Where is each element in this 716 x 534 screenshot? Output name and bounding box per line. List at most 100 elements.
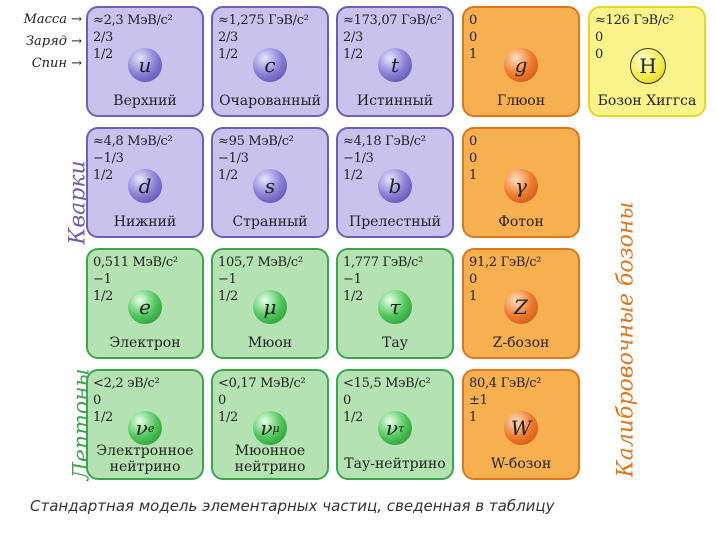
particle-symbol: u xyxy=(138,53,152,77)
particle-mass: ≈173,07 ГэВ/c² xyxy=(343,13,442,28)
particle-spin: 1/2 xyxy=(218,410,239,425)
particle-mass: 105,7 МэВ/c² xyxy=(218,255,303,270)
particle-name: Бозон Хиггса xyxy=(597,93,697,109)
particle-symbol: μ xyxy=(263,295,277,319)
particle-properties: ≈4,18 ГэВ/c² −1/3 1/2 xyxy=(343,133,426,184)
particle-spin: 1 xyxy=(469,168,477,183)
particle-symbol-ball: H xyxy=(630,48,666,84)
particle-cell: 91,2 ГэВ/c² 0 1 Z Z-бозон xyxy=(462,248,580,359)
particle-spin: 0 xyxy=(595,47,603,62)
particle-properties: ≈1,275 ГэВ/c² 2/3 1/2 xyxy=(218,12,309,63)
particle-spin: 1 xyxy=(469,289,477,304)
particle-properties: 91,2 ГэВ/c² 0 1 xyxy=(469,254,541,305)
particle-mass: 0,511 МэВ/c² xyxy=(93,255,178,270)
particle-symbol-ball: γ xyxy=(504,169,538,203)
particle-spin: 1/2 xyxy=(218,289,239,304)
particle-symbol-ball: d xyxy=(128,169,162,203)
particle-symbol-ball: g xyxy=(504,48,538,82)
particle-name: Прелестный xyxy=(348,214,442,230)
particle-name: Мюонное нейтрино xyxy=(234,443,306,475)
particle-cell: ≈2,3 МэВ/c² 2/3 1/2 u Верхний xyxy=(86,6,204,117)
particle-symbol-ball: Z xyxy=(504,290,538,324)
particle-mass: 1,777 ГэВ/c² xyxy=(343,255,424,270)
particle-cell: 0 0 1 γ Фотон xyxy=(462,127,580,238)
particle-symbol-ball: μ xyxy=(253,290,287,324)
particle-name: Странный xyxy=(232,214,308,230)
particle-charge: −1/3 xyxy=(218,151,249,166)
particle-mass: <0,17 МэВ/c² xyxy=(218,376,306,391)
particle-mass: 91,2 ГэВ/c² xyxy=(469,255,542,270)
particle-symbol-subscript: μ xyxy=(272,421,280,435)
particle-cell: 0,511 МэВ/c² −1 1/2 e Электрон xyxy=(86,248,204,359)
particle-symbol-ball: τ xyxy=(378,290,412,324)
particle-symbol-subscript: e xyxy=(147,421,155,435)
particle-name: Электронное нейтрино xyxy=(96,443,194,475)
particle-cell: ≈1,275 ГэВ/c² 2/3 1/2 c Очарованный xyxy=(211,6,329,117)
particle-symbol-ball: W xyxy=(504,411,538,445)
particle-name: Фотон xyxy=(498,214,544,230)
particle-properties: <15,5 МэВ/c² 0 1/2 xyxy=(343,375,431,426)
particle-symbol: H xyxy=(639,54,657,78)
particle-name: Z-бозон xyxy=(492,335,550,351)
particle-charge: −1/3 xyxy=(93,151,124,166)
particle-symbol: ν xyxy=(135,416,148,440)
particle-cell: 105,7 МэВ/c² −1 1/2 μ Мюон xyxy=(211,248,329,359)
particle-cell: ≈95 МэВ/c² −1/3 1/2 s Странный xyxy=(211,127,329,238)
particle-mass: ≈1,275 ГэВ/c² xyxy=(218,13,309,28)
particle-properties: 0,511 МэВ/c² −1 1/2 xyxy=(93,254,178,305)
particle-cell: <2,2 эВ/c² 0 1/2 ν e Электронное нейтрино xyxy=(86,369,204,480)
particle-charge: 0 xyxy=(469,151,477,166)
particle-cell: 1,777 ГэВ/c² −1 1/2 τ Тау xyxy=(336,248,454,359)
particle-symbol: c xyxy=(264,53,276,77)
particle-charge: −1 xyxy=(93,272,112,287)
particle-charge: 2/3 xyxy=(218,30,239,45)
particle-charge: 0 xyxy=(343,393,351,408)
particle-mass: <15,5 МэВ/c² xyxy=(343,376,431,391)
particle-mass: <2,2 эВ/c² xyxy=(93,376,160,391)
particle-name: Тау-нейтрино xyxy=(344,456,446,472)
particle-spin: 1/2 xyxy=(343,289,364,304)
particle-symbol-ball: u xyxy=(128,48,162,82)
mass-row-label: Масса → xyxy=(23,12,82,27)
particle-charge: 0 xyxy=(595,30,603,45)
particle-symbol-subscript: τ xyxy=(398,421,405,435)
particle-symbol: γ xyxy=(515,174,527,198)
particle-properties: 0 0 1 xyxy=(469,12,477,63)
particle-mass: ≈2,3 МэВ/c² xyxy=(93,13,173,28)
particle-name: W-бозон xyxy=(490,456,552,472)
charge-row-label: Заряд → xyxy=(25,34,82,49)
particle-properties: <0,17 МэВ/c² 0 1/2 xyxy=(218,375,306,426)
particle-cell: <15,5 МэВ/c² 0 1/2 ν τ Тау-нейтрино xyxy=(336,369,454,480)
particle-properties: ≈126 ГэВ/c² 0 0 xyxy=(595,12,674,63)
particle-spin: 1 xyxy=(469,410,477,425)
particle-mass: 0 xyxy=(469,134,477,149)
particle-properties: ≈95 МэВ/c² −1/3 1/2 xyxy=(218,133,294,184)
particle-name: Глюон xyxy=(496,93,546,109)
particle-name: Тау xyxy=(382,335,408,351)
particle-symbol-ball: e xyxy=(128,290,162,324)
particle-properties: ≈173,07 ГэВ/c² 2/3 1/2 xyxy=(343,12,442,63)
particle-properties: ≈4,8 МэВ/c² −1/3 1/2 xyxy=(93,133,173,184)
particle-symbol: ν xyxy=(385,416,399,440)
particle-charge: −1 xyxy=(343,272,362,287)
particle-symbol: W xyxy=(510,416,532,440)
particle-symbol-ball: c xyxy=(253,48,287,82)
particle-symbol: g xyxy=(514,53,528,77)
particle-cell: <0,17 МэВ/c² 0 1/2 ν μ Мюонное нейтрино xyxy=(211,369,329,480)
particle-spin: 1/2 xyxy=(93,47,114,62)
particle-cell: ≈4,8 МэВ/c² −1/3 1/2 d Нижний xyxy=(86,127,204,238)
particle-charge: 0 xyxy=(218,393,226,408)
particle-cell: ≈173,07 ГэВ/c² 2/3 1/2 t Истинный xyxy=(336,6,454,117)
particle-spin: 1/2 xyxy=(218,47,239,62)
particle-charge: ±1 xyxy=(469,393,488,408)
particle-symbol: e xyxy=(139,295,151,319)
particle-spin: 1/2 xyxy=(93,289,114,304)
particle-symbol-ball: s xyxy=(253,169,287,203)
particle-spin: 1 xyxy=(469,47,477,62)
particle-mass: ≈4,8 МэВ/c² xyxy=(93,134,173,149)
particle-symbol: d xyxy=(138,174,152,198)
particle-name: Верхний xyxy=(113,93,177,109)
